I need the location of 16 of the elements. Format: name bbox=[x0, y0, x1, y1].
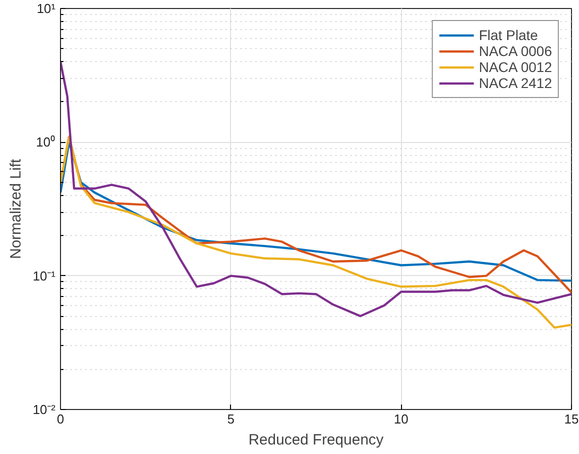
y-tick-label: 10⁻¹ bbox=[32, 268, 56, 284]
x-axis-title: Reduced Frequency bbox=[248, 432, 384, 448]
line-series bbox=[60, 136, 572, 329]
legend-label: Flat Plate bbox=[478, 27, 538, 43]
x-tick-label: 15 bbox=[564, 412, 579, 426]
y-tick-label: 10⁰ bbox=[36, 134, 56, 150]
legend-label: NACA 2412 bbox=[478, 75, 552, 91]
y-tick-label: 10¹ bbox=[36, 1, 56, 16]
x-tick-label: 5 bbox=[227, 412, 234, 426]
y-axis-title: Normalized Lift bbox=[8, 158, 25, 260]
legend-label: NACA 0012 bbox=[478, 59, 552, 75]
line-series bbox=[60, 60, 572, 318]
x-tick-label: 10 bbox=[394, 412, 408, 426]
legend-label: NACA 0006 bbox=[478, 43, 552, 59]
y-tick-label: 10⁻² bbox=[32, 402, 56, 417]
x-tick-label: 0 bbox=[56, 412, 64, 426]
